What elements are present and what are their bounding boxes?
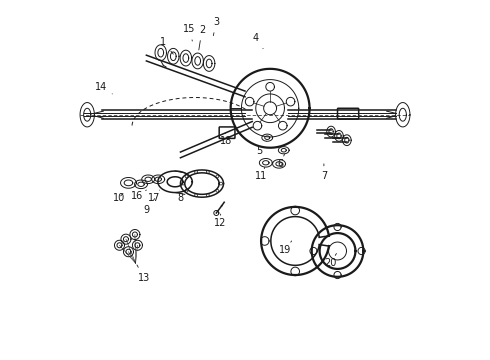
Text: 3: 3 bbox=[213, 17, 220, 36]
Text: 11: 11 bbox=[255, 167, 267, 181]
Text: 20: 20 bbox=[324, 253, 337, 268]
Text: 14: 14 bbox=[95, 82, 112, 94]
Text: 9: 9 bbox=[143, 199, 155, 216]
Text: 12: 12 bbox=[215, 214, 227, 228]
Text: 6: 6 bbox=[278, 154, 285, 169]
Text: 2: 2 bbox=[199, 25, 205, 50]
Text: 15: 15 bbox=[183, 24, 196, 41]
Text: 16: 16 bbox=[130, 190, 147, 201]
Text: 18: 18 bbox=[220, 134, 232, 146]
Text: 8: 8 bbox=[177, 188, 190, 203]
Text: 1: 1 bbox=[160, 37, 173, 54]
Text: 7: 7 bbox=[321, 164, 327, 181]
Text: 4: 4 bbox=[253, 33, 263, 49]
Text: 10: 10 bbox=[113, 193, 125, 203]
Text: 17: 17 bbox=[148, 190, 161, 203]
FancyBboxPatch shape bbox=[338, 108, 359, 119]
Text: 19: 19 bbox=[279, 241, 292, 255]
Text: 5: 5 bbox=[256, 141, 267, 156]
FancyBboxPatch shape bbox=[219, 127, 235, 138]
Text: 13: 13 bbox=[137, 265, 150, 283]
